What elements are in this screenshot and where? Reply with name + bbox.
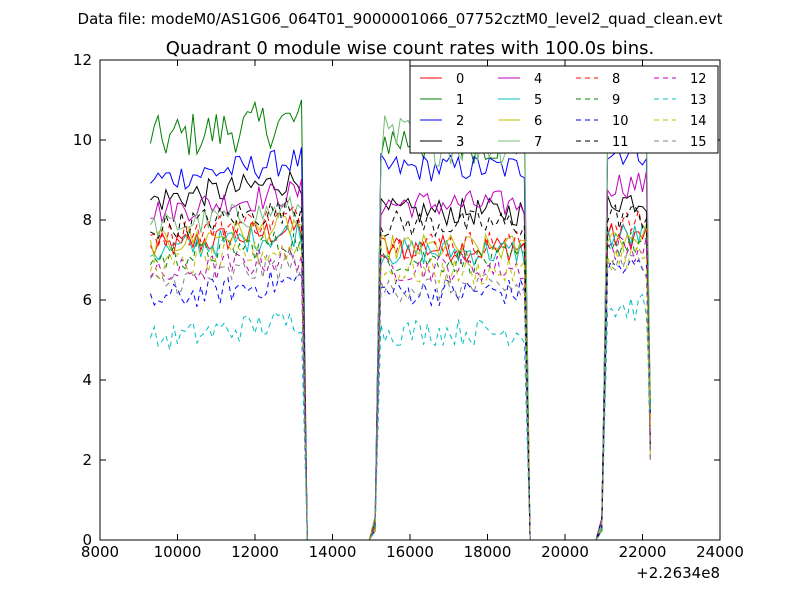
legend-label-0: 0 <box>456 72 464 87</box>
data-file-header: Data file: modeM0/AS1G06_064T01_90000010… <box>78 10 723 29</box>
series-line-12 <box>150 235 651 541</box>
series-line-15 <box>149 251 651 541</box>
series-line-6 <box>149 212 651 541</box>
series-line-9 <box>149 231 651 541</box>
legend-label-6: 6 <box>534 114 542 129</box>
y-tick-label: 12 <box>73 51 92 69</box>
legend-label-2: 2 <box>456 114 464 129</box>
legend-label-13: 13 <box>690 93 707 108</box>
legend-label-1: 1 <box>456 93 464 108</box>
y-tick-label: 8 <box>82 211 92 229</box>
series-line-14 <box>149 241 651 541</box>
legend-label-14: 14 <box>690 114 707 129</box>
x-tick-label: 24000 <box>696 543 744 561</box>
series-line-0 <box>149 214 651 541</box>
series-line-3 <box>150 169 651 541</box>
series-line-1 <box>149 99 651 541</box>
legend-label-3: 3 <box>456 135 464 150</box>
legend-label-15: 15 <box>690 135 707 150</box>
series-line-11 <box>150 198 651 541</box>
legend-label-5: 5 <box>534 93 542 108</box>
y-tick-label: 4 <box>82 371 92 389</box>
x-tick-label: 10000 <box>154 543 202 561</box>
series-line-10 <box>149 257 651 541</box>
legend-box <box>409 65 719 154</box>
legend-label-4: 4 <box>534 72 542 87</box>
y-tick-label: 0 <box>82 531 92 549</box>
x-tick-label: 22000 <box>619 543 667 561</box>
series-line-7 <box>149 111 651 541</box>
series-line-8 <box>150 205 651 541</box>
legend-label-10: 10 <box>612 114 629 129</box>
chart-title: Quadrant 0 module wise count rates with … <box>166 38 655 59</box>
series-line-2 <box>150 139 651 541</box>
x-tick-label: 8000 <box>81 543 119 561</box>
legend-label-12: 12 <box>690 72 707 87</box>
x-tick-label: 16000 <box>386 543 434 561</box>
x-tick-label: 20000 <box>541 543 589 561</box>
axis-ticks: 8000 10000 12000 14000 16000 18000 20000 22000 2… <box>73 51 744 561</box>
series-line-5 <box>150 222 651 541</box>
plot-series <box>149 99 651 541</box>
legend-label-11: 11 <box>612 135 629 150</box>
series-line-13 <box>149 293 651 541</box>
x-offset-label: +2.2634e8 <box>636 564 720 582</box>
y-tick-label: 2 <box>82 451 92 469</box>
y-tick-label: 10 <box>73 131 92 149</box>
y-tick-label: 6 <box>82 291 92 309</box>
legend-label-8: 8 <box>612 72 620 87</box>
legend-label-7: 7 <box>534 135 542 150</box>
series-line-4 <box>150 171 651 541</box>
x-tick-label: 14000 <box>309 543 357 561</box>
legend-label-9: 9 <box>612 93 620 108</box>
x-tick-label: 18000 <box>464 543 512 561</box>
x-tick-label: 12000 <box>231 543 279 561</box>
